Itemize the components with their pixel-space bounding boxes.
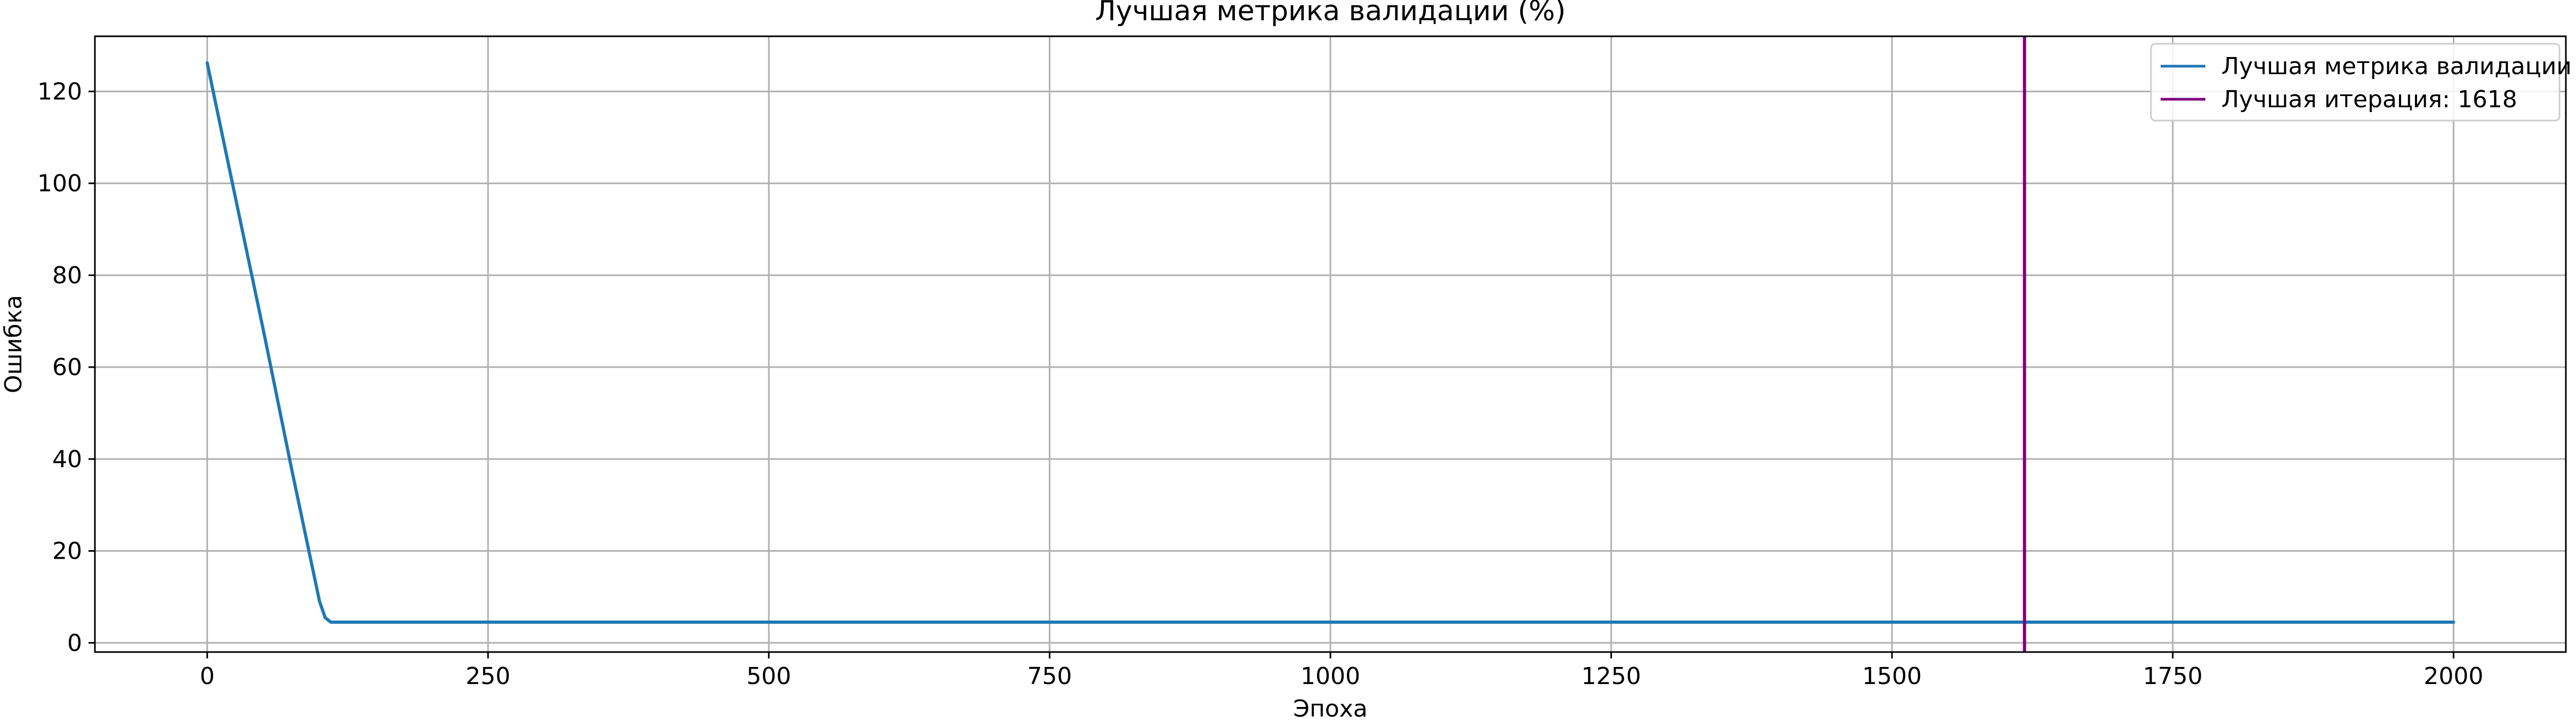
grid bbox=[95, 36, 2566, 652]
x-tick-label: 1750 bbox=[2143, 663, 2203, 690]
legend-label-best-iteration: Лучшая итерация: 1618 bbox=[2221, 86, 2517, 113]
y-axis-ticks: 0 20 40 60 80 100 120 bbox=[37, 78, 95, 657]
y-tick-label: 20 bbox=[52, 538, 82, 565]
y-axis-label: Ошибка bbox=[0, 295, 27, 393]
series-line-validation-metric bbox=[205, 61, 2455, 624]
x-tick-label: 0 bbox=[200, 663, 215, 690]
y-tick-label: 60 bbox=[52, 354, 82, 381]
y-tick-label: 40 bbox=[52, 446, 82, 473]
x-tick-label: 750 bbox=[1027, 663, 1072, 690]
chart-title: Лучшая метрика валидации (%) bbox=[1095, 0, 1566, 27]
x-tick-label: 250 bbox=[466, 663, 510, 690]
x-tick-label: 1500 bbox=[1862, 663, 1922, 690]
x-tick-label: 1250 bbox=[1582, 663, 1641, 690]
y-tick-label: 100 bbox=[37, 170, 82, 197]
y-tick-label: 0 bbox=[67, 630, 82, 657]
legend: Лучшая метрика валидации Лучшая итерация… bbox=[2150, 43, 2572, 122]
x-tick-label: 1000 bbox=[1301, 663, 1360, 690]
y-tick-label: 120 bbox=[37, 78, 82, 105]
x-tick-label: 500 bbox=[747, 663, 791, 690]
x-tick-label: 2000 bbox=[2423, 663, 2483, 690]
series-area bbox=[205, 61, 2455, 624]
legend-box bbox=[2150, 43, 2561, 122]
legend-label-validation-metric: Лучшая метрика валидации bbox=[2221, 53, 2572, 80]
y-tick-label: 80 bbox=[52, 262, 82, 289]
x-axis-label: Эпоха bbox=[1293, 695, 1367, 722]
x-axis-ticks: 0 250 500 750 1000 1250 1500 1750 2000 bbox=[200, 652, 2483, 690]
